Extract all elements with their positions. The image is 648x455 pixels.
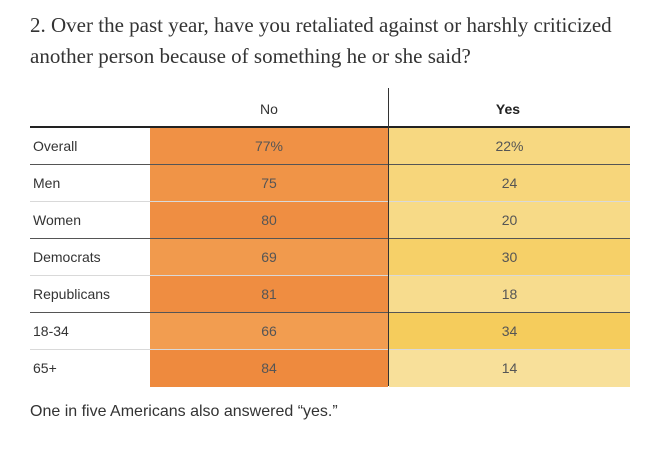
row-separator xyxy=(30,312,630,313)
no-value-cell: 84 xyxy=(150,350,388,387)
yes-value-cell: 20 xyxy=(389,202,630,239)
no-value-cell: 75 xyxy=(150,165,388,202)
row-label: 65+ xyxy=(33,360,57,376)
yes-value-cell: 22% xyxy=(389,128,630,165)
header-rule xyxy=(30,126,630,128)
row-label: Men xyxy=(33,175,61,191)
question-title: 2. Over the past year, have you retaliat… xyxy=(30,13,612,68)
table-body: Overall 77% 22% Men 75 24 Women 80 20 Democrats 69… xyxy=(30,128,630,387)
table-row: Men 75 24 xyxy=(30,165,630,202)
column-header-yes: Yes xyxy=(495,101,521,117)
column-header-no: No xyxy=(260,101,278,117)
row-separator xyxy=(30,238,630,239)
row-label: Republicans xyxy=(33,286,111,302)
no-value-cell: 80 xyxy=(150,202,388,239)
row-separator xyxy=(30,201,630,202)
table-row: Overall 77% 22% xyxy=(30,128,630,165)
table-row: Democrats 69 30 xyxy=(30,239,630,276)
row-separator xyxy=(30,349,630,350)
table-row: Women 80 20 xyxy=(30,202,630,239)
results-table: No Yes Overall 77% 22% Men 75 24 Women 80 20 Demo… xyxy=(30,88,630,388)
row-label: Overall xyxy=(33,138,78,154)
column-divider xyxy=(388,88,389,386)
table-row: Republicans 81 18 xyxy=(30,276,630,313)
table-row: 65+ 84 14 xyxy=(30,350,630,387)
row-label: Democrats xyxy=(33,249,101,265)
row-label: Women xyxy=(33,212,81,228)
no-value-cell: 69 xyxy=(150,239,388,276)
yes-value-cell: 34 xyxy=(389,313,630,350)
no-value-cell: 66 xyxy=(150,313,388,350)
row-label: 18-34 xyxy=(33,323,69,339)
table-row: 18-34 66 34 xyxy=(30,313,630,350)
footnote: One in five Americans also answered “yes… xyxy=(30,403,338,420)
yes-value-cell: 24 xyxy=(389,165,630,202)
no-value-cell: 81 xyxy=(150,276,388,313)
row-separator xyxy=(30,164,630,165)
no-value-cell: 77% xyxy=(150,128,388,165)
yes-value-cell: 30 xyxy=(389,239,630,276)
yes-value-cell: 14 xyxy=(389,350,630,387)
yes-value-cell: 18 xyxy=(389,276,630,313)
row-separator xyxy=(30,275,630,276)
